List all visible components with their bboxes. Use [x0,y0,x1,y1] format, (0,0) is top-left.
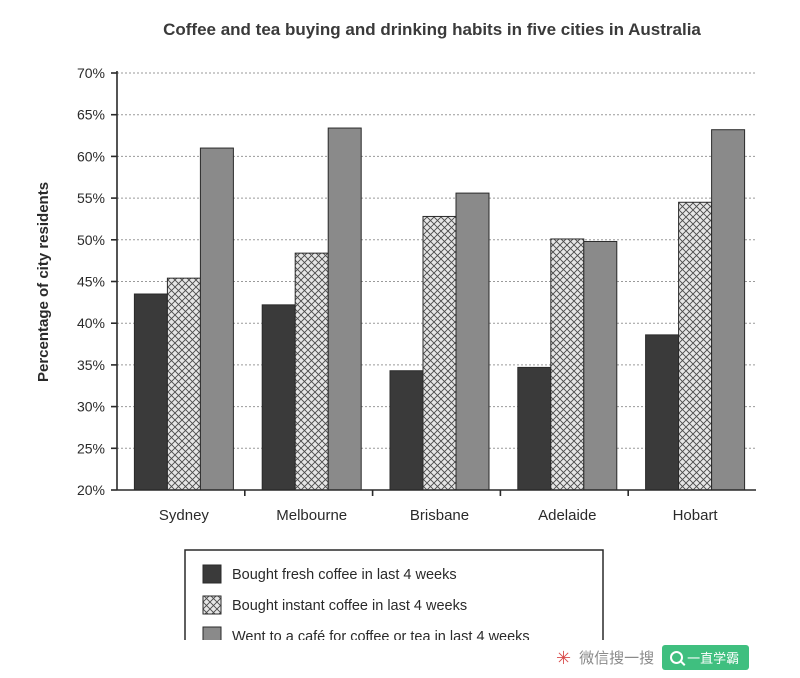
legend-swatch-2 [202,595,222,615]
search-icon [670,651,684,664]
x-category-label: Adelaide [538,507,596,524]
y-tick-label: 30% [77,399,105,415]
x-category-label: Hobart [673,507,719,524]
bar-adelaide-series-3 [583,240,618,491]
y-tick-labels: 20% 25% 30% 35% 40% 45% 50% 55% 60% 65% 70% [77,65,105,498]
legend-label-3: Went to a café for coffee or tea in last… [232,629,530,640]
legend-swatch-3 [202,626,222,640]
watermark-search-button[interactable]: 一直学霸 [662,645,750,670]
watermark: ✳ 微信搜一搜 一直学霸 [556,645,750,670]
bar-hobart-series-1 [645,334,680,491]
y-tick-label: 40% [77,315,105,331]
watermark-button-label: 一直学霸 [687,652,740,667]
bar-brisbane-series-3 [455,192,490,491]
legend: Bought fresh coffee in last 4 weeks Bough… [184,549,604,640]
bar-brisbane-series-2 [422,215,457,491]
bar-hobart-series-2 [678,201,713,491]
bar-melbourne-series-3 [327,127,362,491]
legend-label-1: Bought fresh coffee in last 4 weeks [232,567,457,583]
x-category-label: Melbourne [276,507,347,524]
x-category-label: Brisbane [410,507,469,524]
sparkle-icon: ✳ [556,647,572,668]
y-tick-label: 35% [77,357,105,373]
y-tick-label: 70% [77,65,105,81]
legend-box [184,549,604,640]
bar-melbourne-series-2 [294,252,329,491]
bar-brisbane-series-1 [389,370,424,491]
y-tick-label: 55% [77,190,105,206]
x-category-labels: Sydney Melbourne Brisbane Adelaide Hobart [159,507,719,524]
bar-sydney-series-1 [133,293,168,491]
y-tick-label: 25% [77,440,105,456]
x-category-label: Sydney [159,507,210,524]
bar-sydney-series-2 [166,277,201,491]
watermark-text: 微信搜一搜 [579,649,655,667]
y-axis-label: Percentage of city residents [35,182,52,382]
axes [116,71,756,496]
bar-adelaide-series-2 [550,238,585,491]
bar-hobart-series-3 [711,129,746,491]
bar-sydney-series-3 [199,147,234,491]
y-tick-label: 65% [77,107,105,123]
y-tick-label: 60% [77,148,105,164]
chart-title: Coffee and tea buying and drinking habit… [163,20,701,39]
chart: Coffee and tea buying and drinking habit… [35,20,756,640]
bars [133,127,746,491]
bar-melbourne-series-1 [261,304,296,491]
legend-label-2: Bought instant coffee in last 4 weeks [232,598,467,614]
legend-swatch-1 [202,564,222,584]
y-tick-label: 45% [77,274,105,290]
y-tick-label: 50% [77,232,105,248]
bar-adelaide-series-1 [517,366,552,491]
y-tick-label: 20% [77,482,105,498]
